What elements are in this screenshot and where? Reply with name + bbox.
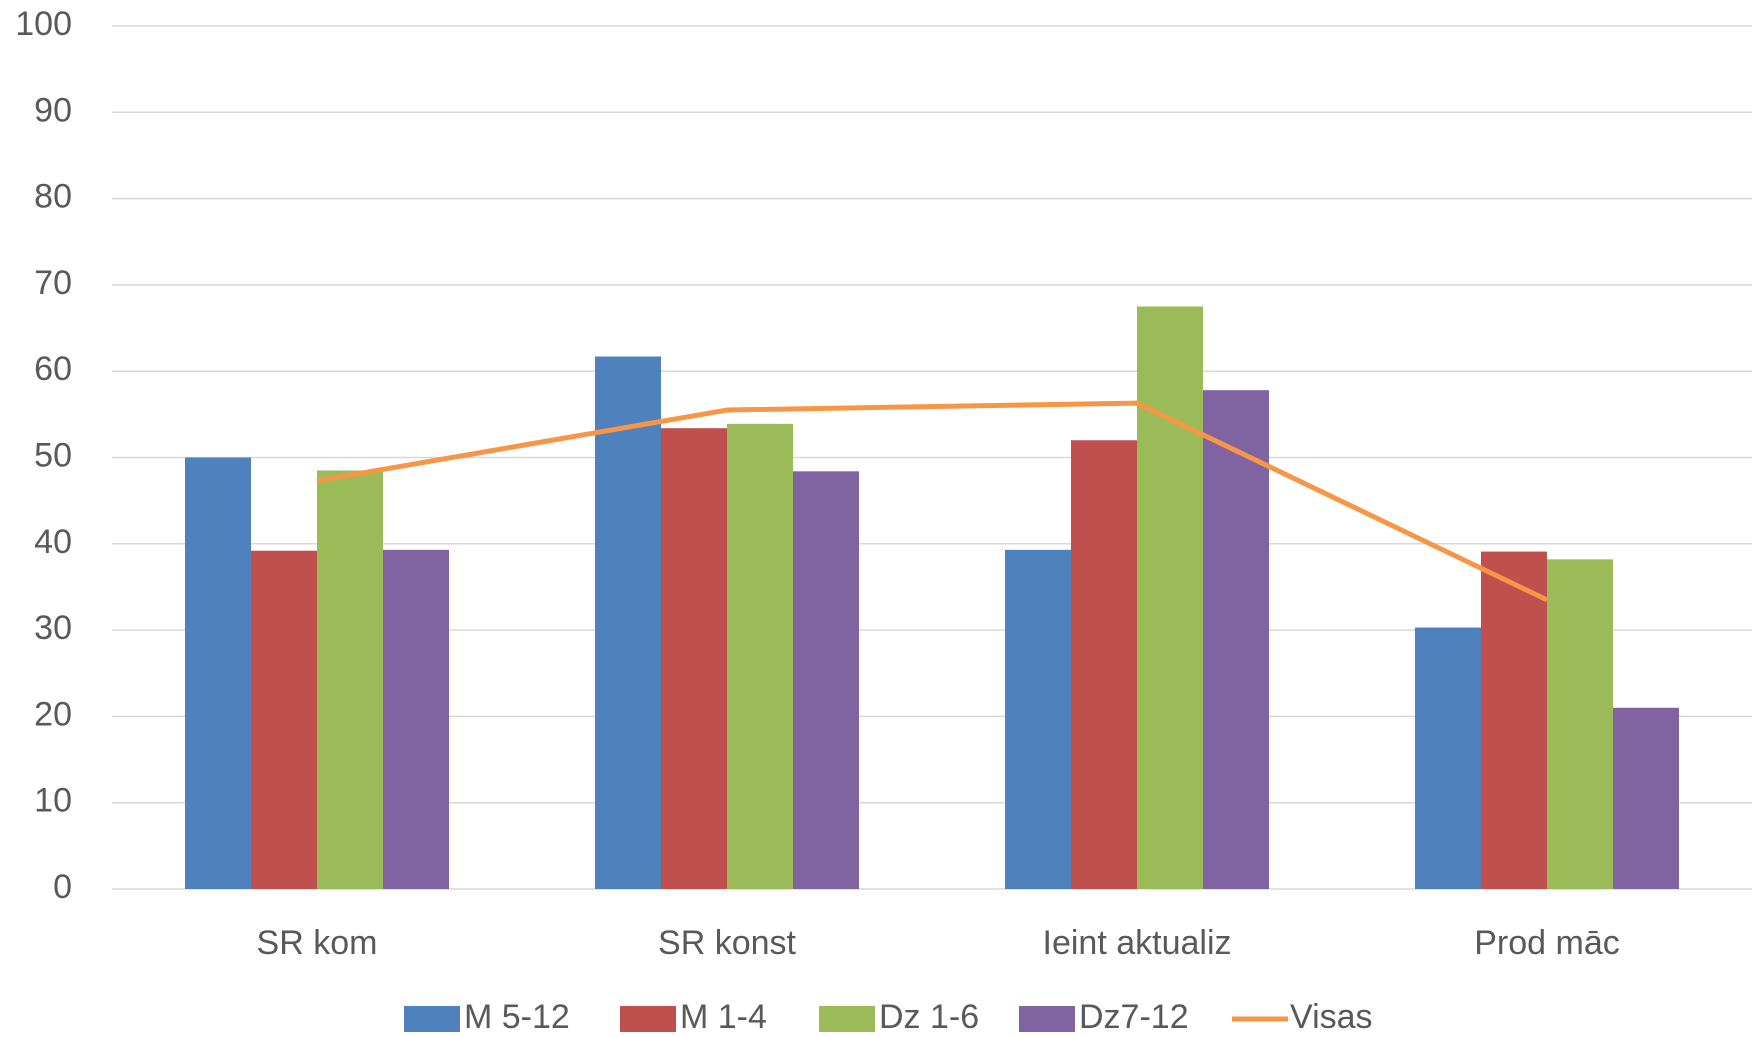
bar bbox=[1613, 707, 1679, 889]
bar bbox=[1547, 559, 1613, 889]
bar bbox=[317, 470, 383, 889]
bar bbox=[185, 457, 251, 889]
bar bbox=[793, 471, 859, 889]
y-tick-label: 40 bbox=[34, 523, 72, 561]
bar bbox=[251, 550, 317, 889]
y-tick-label: 90 bbox=[34, 91, 72, 129]
bar bbox=[1005, 549, 1071, 889]
legend-label: M 5-12 bbox=[464, 998, 570, 1036]
y-tick-label: 10 bbox=[34, 782, 72, 820]
line-series bbox=[316, 400, 1549, 603]
x-tick-label: Ieint aktualiz bbox=[1043, 924, 1232, 962]
bar bbox=[383, 549, 449, 889]
legend-label: Dz 1-6 bbox=[879, 998, 979, 1036]
y-tick-label: 50 bbox=[34, 436, 72, 474]
legend-swatch bbox=[819, 1006, 875, 1032]
x-tick-label: Prod māc bbox=[1474, 924, 1620, 962]
y-tick-label: 0 bbox=[53, 868, 72, 906]
y-tick-label: 30 bbox=[34, 609, 72, 647]
x-tick-label: SR kom bbox=[257, 924, 378, 962]
legend-swatch bbox=[404, 1006, 460, 1032]
bar bbox=[661, 428, 727, 889]
y-tick-label: 70 bbox=[34, 264, 72, 302]
x-tick-label: SR konst bbox=[658, 924, 796, 962]
bar bbox=[1415, 627, 1481, 889]
legend-swatch bbox=[620, 1006, 676, 1032]
legend-swatch bbox=[1019, 1006, 1075, 1032]
bar bbox=[1481, 551, 1547, 889]
legend-label: Visas bbox=[1290, 998, 1373, 1036]
y-tick-label: 20 bbox=[34, 695, 72, 733]
y-tick-label: 60 bbox=[34, 350, 72, 388]
bar bbox=[1071, 440, 1137, 889]
legend-label: Dz7-12 bbox=[1079, 998, 1189, 1036]
legend-label: M 1-4 bbox=[680, 998, 767, 1036]
bar bbox=[595, 356, 661, 889]
bar bbox=[1137, 306, 1203, 890]
y-tick-label: 100 bbox=[15, 5, 72, 43]
bar bbox=[1203, 390, 1269, 889]
bar bbox=[727, 423, 793, 889]
y-tick-label: 80 bbox=[34, 178, 72, 216]
